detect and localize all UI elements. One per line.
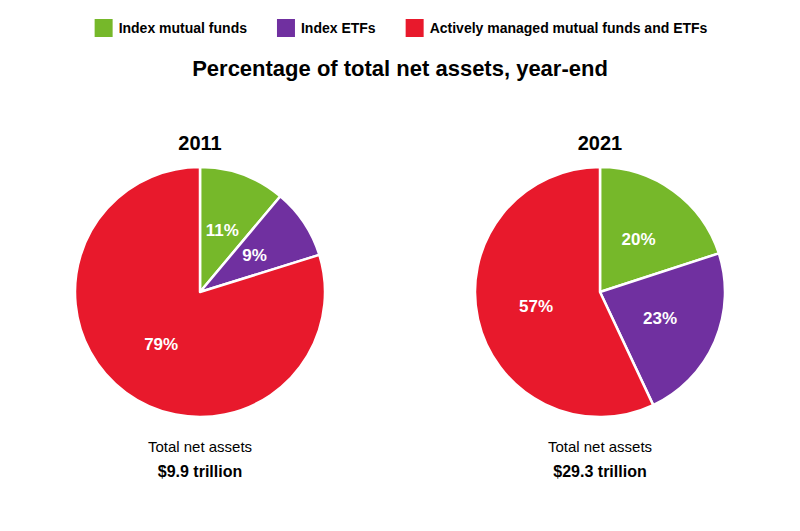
svg-text:11%: 11% — [206, 221, 239, 240]
svg-text:$29.3 trillion: $29.3 trillion — [553, 463, 646, 480]
svg-text:9%: 9% — [242, 246, 267, 265]
svg-text:Index mutual funds: Index mutual funds — [119, 20, 248, 36]
svg-text:79%: 79% — [144, 335, 178, 354]
svg-text:Actively managed mutual funds: Actively managed mutual funds and ETFs — [430, 20, 708, 36]
svg-text:57%: 57% — [519, 297, 553, 316]
svg-text:Total net assets: Total net assets — [548, 438, 652, 455]
svg-text:2021: 2021 — [578, 132, 623, 154]
svg-text:Index ETFs: Index ETFs — [301, 20, 376, 36]
svg-text:20%: 20% — [621, 230, 655, 249]
svg-text:Percentage of total net assets: Percentage of total net assets, year-end — [192, 56, 608, 81]
svg-text:23%: 23% — [643, 309, 677, 328]
svg-text:$9.9 trillion: $9.9 trillion — [158, 463, 242, 480]
svg-text:Total net assets: Total net assets — [148, 438, 252, 455]
svg-text:2011: 2011 — [178, 132, 221, 154]
